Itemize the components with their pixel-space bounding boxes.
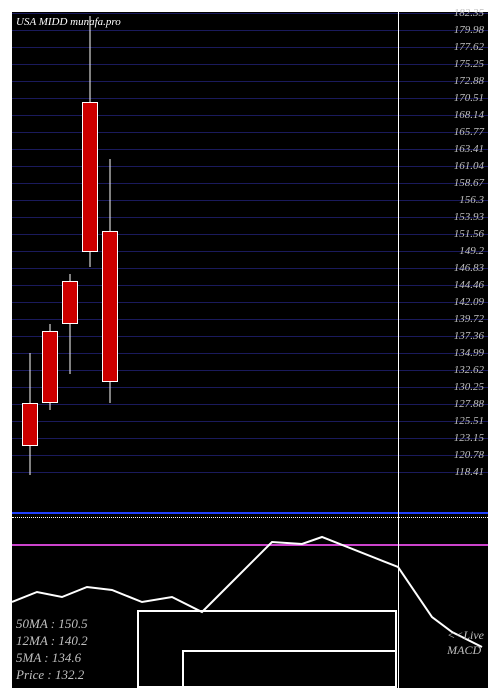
candle [102,12,118,472]
live-label: <<Live MACD [447,628,484,658]
candle [82,12,98,472]
candle [22,12,38,472]
time-marker [398,12,399,688]
ma12-label: 12MA : [16,633,58,648]
candle-body [102,231,118,382]
y-axis-label: 142.09 [454,296,484,308]
y-axis-label: 163.41 [454,143,484,155]
y-axis-label: 134.99 [454,347,484,359]
candle-body [62,281,78,324]
y-axis-label: 146.83 [454,262,484,274]
y-axis-label: 172.88 [454,75,484,87]
y-axis-label: 118.41 [455,466,484,478]
ma5-row: 5MA : 134.6 [16,650,88,667]
live-text: <<Live [447,628,484,643]
y-axis-label: 168.14 [454,109,484,121]
y-axis-label: 144.46 [454,279,484,291]
ma5-value: 134.6 [52,650,81,665]
macd-text: MACD [447,643,484,658]
ma5-label: 5MA : [16,650,52,665]
ma12-value: 140.2 [58,633,87,648]
y-axis-label: 153.93 [454,211,484,223]
y-axis-label: 161.04 [454,160,484,172]
candle [42,12,58,472]
chart-container: USA MIDD munafa.pro 182.35 179.98 177.62 17… [0,0,500,700]
candle-body [82,102,98,253]
ma50-label: 50MA : [16,616,58,631]
candle-body [42,331,58,403]
y-axis-label: 130.25 [454,381,484,393]
price-value: 132.2 [55,667,84,682]
price-row: Price : 132.2 [16,667,88,684]
y-axis-label: 137.36 [454,330,484,342]
price-area: 182.35179.98177.62175.25172.88170.51168.… [12,12,488,472]
y-axis-label: 177.62 [454,41,484,53]
y-axis-label: 179.98 [454,24,484,36]
info-panel: 50MA : 150.5 12MA : 140.2 5MA : 134.6 Pr… [16,616,88,684]
y-axis-label: 120.78 [454,449,484,461]
y-axis-label: 158.67 [454,177,484,189]
y-axis-label: 170.51 [454,92,484,104]
y-axis-label: 149.2 [459,245,484,257]
y-axis-label: 125.51 [454,415,484,427]
ma12-row: 12MA : 140.2 [16,633,88,650]
ma50-value: 150.5 [58,616,87,631]
y-axis-label: 165.77 [454,126,484,138]
candle [62,12,78,472]
y-axis-label: 123.15 [454,432,484,444]
candle-body [22,403,38,446]
y-axis-label: 156.3 [459,194,484,206]
y-axis-label: 175.25 [454,58,484,70]
price-label: Price : [16,667,55,682]
y-axis-label: 132.62 [454,364,484,376]
chart-title: USA MIDD munafa.pro [16,16,121,28]
indicator-box-2 [182,650,397,688]
y-axis-label: 127.88 [454,398,484,410]
y-axis-label: 182.35 [454,7,484,19]
ma50-row: 50MA : 150.5 [16,616,88,633]
y-axis-label: 139.72 [454,313,484,325]
y-axis-label: 151.56 [454,228,484,240]
chart-inner: USA MIDD munafa.pro 182.35179.98177.6217… [12,12,488,688]
